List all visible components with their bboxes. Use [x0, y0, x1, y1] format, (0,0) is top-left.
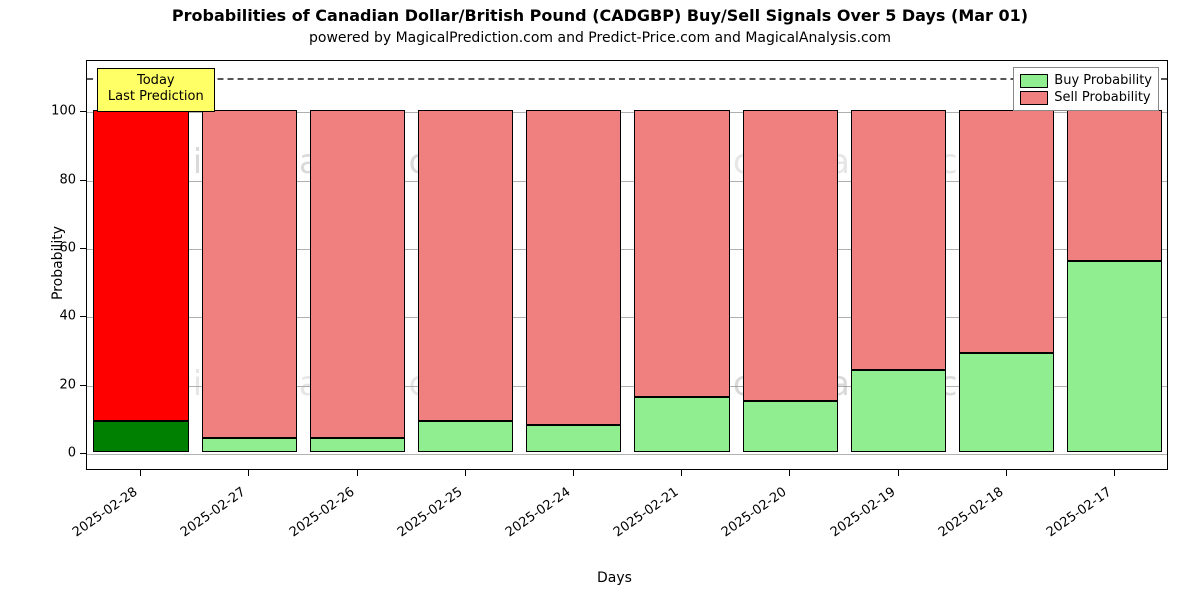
x-tick-mark — [140, 470, 141, 476]
x-tick-label: 2025-02-18 — [936, 485, 1007, 541]
buy-bar — [310, 438, 405, 452]
buy-bar — [418, 421, 513, 452]
chart-subtitle: powered by MagicalPrediction.com and Pre… — [0, 30, 1200, 46]
sell-bar — [743, 110, 838, 400]
buy-bar — [1067, 261, 1162, 452]
x-tick-mark — [898, 470, 899, 476]
y-axis-label: Probability — [50, 213, 66, 313]
buy-bar — [202, 438, 297, 452]
legend-item: Buy Probability — [1020, 72, 1152, 89]
bars-layer — [87, 61, 1167, 469]
sell-bar — [959, 110, 1054, 353]
bar-group — [526, 59, 621, 469]
today-annotation: Today Last Prediction — [97, 68, 215, 113]
y-tick-label: 100 — [36, 104, 76, 119]
x-axis-label: Days — [597, 570, 632, 586]
buy-bar — [743, 401, 838, 452]
x-tick-mark — [1114, 470, 1115, 476]
bar-group — [634, 59, 729, 469]
legend: Buy Probability Sell Probability — [1013, 67, 1159, 111]
bar-group — [202, 59, 297, 469]
sell-bar — [310, 110, 405, 438]
legend-label: Sell Probability — [1054, 90, 1150, 105]
sell-bar — [418, 110, 513, 421]
bar-group — [959, 59, 1054, 469]
x-tick-label: 2025-02-19 — [828, 485, 899, 541]
annotation-line-2: Last Prediction — [108, 89, 204, 105]
sell-bar — [93, 110, 188, 421]
x-tick-label: 2025-02-25 — [395, 485, 466, 541]
buy-bar — [634, 397, 729, 452]
annotation-line-1: Today — [108, 73, 204, 89]
sell-bar — [202, 110, 297, 438]
x-tick-mark — [357, 470, 358, 476]
x-tick-mark — [465, 470, 466, 476]
chart-figure: Probabilities of Canadian Dollar/British… — [0, 0, 1200, 600]
legend-label: Buy Probability — [1054, 73, 1152, 88]
x-tick-mark — [573, 470, 574, 476]
plot-area: MagicalAnalysis.comMagicalAnalysis.comMa… — [86, 60, 1168, 470]
buy-bar — [851, 370, 946, 452]
buy-bar — [93, 421, 188, 452]
bar-group — [418, 59, 513, 469]
x-tick-mark — [681, 470, 682, 476]
sell-bar — [526, 110, 621, 424]
y-tick-label: 60 — [36, 240, 76, 255]
bar-group — [743, 59, 838, 469]
sell-bar — [634, 110, 729, 397]
bar-group — [93, 59, 188, 469]
x-tick-label: 2025-02-17 — [1044, 485, 1115, 541]
buy-bar — [526, 425, 621, 452]
reference-line — [87, 78, 1167, 80]
x-tick-mark — [248, 470, 249, 476]
x-tick-label: 2025-02-26 — [287, 485, 358, 541]
legend-swatch — [1020, 91, 1048, 105]
legend-item: Sell Probability — [1020, 89, 1152, 106]
x-tick-label: 2025-02-21 — [611, 485, 682, 541]
y-tick-label: 0 — [36, 445, 76, 460]
x-tick-mark — [789, 470, 790, 476]
chart-title: Probabilities of Canadian Dollar/British… — [0, 6, 1200, 25]
y-tick-label: 40 — [36, 309, 76, 324]
buy-bar — [959, 353, 1054, 452]
x-tick-label: 2025-02-28 — [70, 485, 141, 541]
bar-group — [310, 59, 405, 469]
bar-group — [851, 59, 946, 469]
y-tick-label: 80 — [36, 172, 76, 187]
x-tick-label: 2025-02-27 — [178, 485, 249, 541]
bar-group — [1067, 59, 1162, 469]
x-tick-label: 2025-02-20 — [719, 485, 790, 541]
sell-bar — [851, 110, 946, 370]
x-tick-label: 2025-02-24 — [503, 485, 574, 541]
x-tick-mark — [1006, 470, 1007, 476]
y-tick-label: 20 — [36, 377, 76, 392]
sell-bar — [1067, 110, 1162, 260]
legend-swatch — [1020, 74, 1048, 88]
